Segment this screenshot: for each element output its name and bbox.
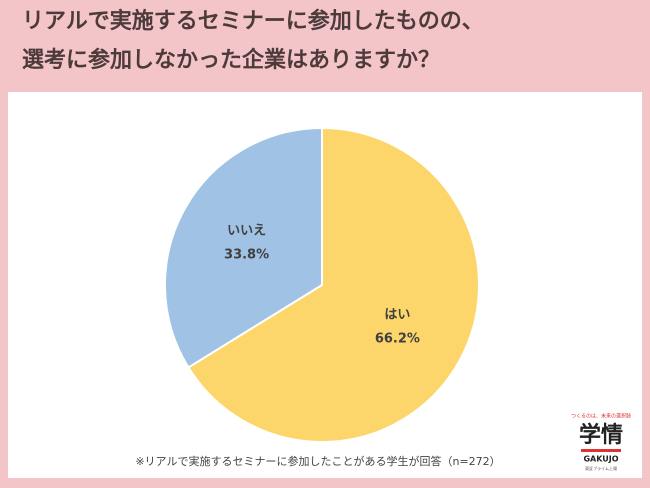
value-label: 33.8% <box>224 247 269 262</box>
chart-title: 選考に参加しなかった企業はありますか？ <box>22 47 440 73</box>
pie-slice <box>187 126 480 443</box>
logo: つくるのは、未来の選択肢 学情 GAKUJO 東証プライム上場 <box>571 413 631 472</box>
pie-slice <box>164 126 323 369</box>
value-label: 66.2% <box>375 332 420 347</box>
logo-bar <box>581 449 621 452</box>
chart-title: リアルで実施するセミナーに参加したものの、 <box>22 8 484 34</box>
logo-mark: 学情 <box>579 422 623 448</box>
slice-label: はい <box>384 308 410 323</box>
pie: はい 66.2% いいえ 33.8% <box>164 126 480 443</box>
slice-label: いいえ <box>227 223 266 238</box>
logo-tagline: つくるのは、未来の選択肢 <box>571 413 631 420</box>
note: ※リアルで実施するセミナーに参加したことがある学生が回答（n=272） <box>135 454 500 468</box>
logo-sub: 東証プライム上場 <box>585 465 617 471</box>
logo-name: GAKUJO <box>583 455 618 464</box>
